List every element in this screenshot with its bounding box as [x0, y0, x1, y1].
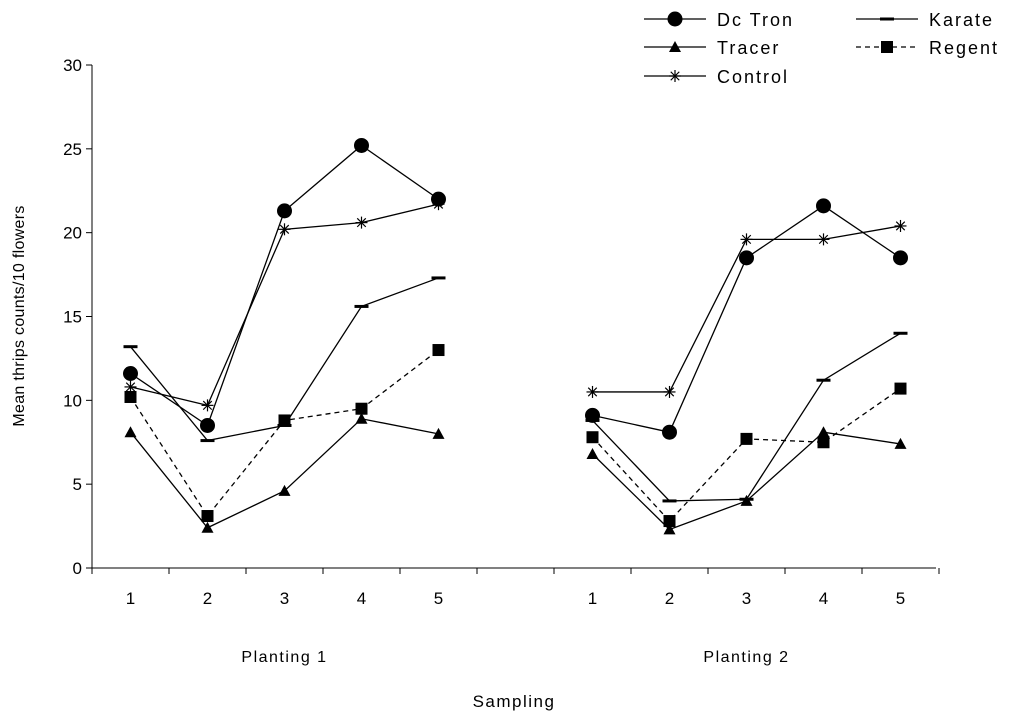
y-tick-label: 5 [73, 475, 82, 494]
data-point [201, 510, 214, 523]
legend-marker [881, 41, 893, 53]
data-point [432, 427, 445, 439]
data-point [740, 233, 753, 246]
group-label: Planting 2 [703, 649, 789, 666]
data-point [663, 385, 676, 398]
data-point [586, 385, 599, 398]
series-line [592, 431, 901, 531]
data-point [893, 250, 908, 266]
data-point [124, 380, 137, 393]
series-karate [123, 276, 908, 503]
x-tick-label: 3 [742, 589, 751, 608]
series-dc-tron [123, 137, 908, 440]
series-line [129, 418, 439, 529]
data-point [817, 233, 830, 246]
x-tick-label: 1 [588, 589, 597, 608]
series-control [124, 198, 907, 412]
data-point [432, 344, 445, 357]
legend-marker [669, 70, 681, 82]
data-point [586, 431, 599, 444]
x-tick-label: 3 [280, 589, 289, 608]
star-stroke [125, 382, 136, 392]
star-stroke [741, 234, 752, 245]
axes: 0 5 10 15 20 25 30 1 2 3 4 5 Planting 1 1 2 3 4 5 Planting… [63, 56, 940, 666]
data-point [123, 366, 138, 382]
series-line [130, 144, 439, 427]
data-point [200, 417, 215, 433]
y-tick-label: 15 [63, 308, 82, 327]
data-point [201, 521, 214, 533]
legend-label: Dc Tron [717, 10, 794, 30]
star-stroke [895, 221, 906, 231]
legend-label: Karate [929, 10, 994, 30]
series-regent [124, 344, 907, 528]
legend-marker [667, 11, 683, 27]
data-point [662, 424, 677, 440]
data-point [740, 494, 753, 506]
data-point [278, 484, 291, 496]
series-line [592, 332, 901, 502]
star-stroke [670, 71, 680, 81]
y-axis-title: Mean thrips counts/10 flowers [11, 205, 28, 426]
data-point [278, 223, 291, 236]
x-tick-label: 5 [896, 589, 905, 608]
legend-item: Dc Tron [644, 10, 794, 30]
data-point [124, 390, 137, 403]
data-point [201, 399, 214, 412]
data-point [354, 137, 369, 153]
star-stroke [433, 199, 444, 209]
y-tick-label: 20 [63, 224, 82, 243]
data-point [740, 432, 753, 445]
series-layer [123, 137, 908, 535]
data-point [277, 203, 292, 219]
data-point [586, 447, 599, 459]
star-stroke [202, 400, 213, 411]
data-point [739, 250, 754, 266]
legend: Dc Tron Karate Tracer Regent Control [644, 10, 999, 87]
x-tick-label: 4 [819, 589, 828, 608]
data-point [816, 198, 831, 214]
data-point [894, 382, 907, 395]
legend-item: Tracer [644, 38, 780, 58]
x-tick-label: 4 [357, 589, 366, 608]
data-point [894, 437, 907, 449]
group-label: Planting 1 [241, 649, 327, 666]
data-point [355, 402, 368, 415]
y-tick-label: 30 [63, 56, 82, 75]
data-point [278, 414, 291, 427]
star-stroke [818, 234, 829, 245]
star-stroke [587, 387, 598, 397]
x-tick-label: 2 [203, 589, 212, 608]
data-point [124, 426, 137, 438]
data-point [432, 198, 445, 211]
data-point [817, 436, 830, 449]
y-tick-label: 10 [63, 391, 82, 410]
data-point [817, 426, 830, 438]
data-point [663, 515, 676, 528]
star-stroke [279, 224, 290, 234]
star-stroke [356, 217, 367, 228]
x-tick-label: 1 [126, 589, 135, 608]
legend-item: Control [644, 67, 789, 87]
data-point [355, 216, 368, 229]
y-tick-label: 0 [73, 559, 82, 578]
legend-item: Regent [856, 38, 999, 58]
series-tracer [124, 412, 907, 535]
legend-label: Control [717, 67, 789, 87]
data-point [355, 412, 368, 424]
data-point [894, 219, 907, 232]
legend-label: Regent [929, 38, 999, 58]
star-stroke [664, 387, 675, 397]
x-axis-title: Sampling [473, 692, 556, 711]
y-tick-label: 25 [63, 140, 82, 159]
x-tick-label: 2 [665, 589, 674, 608]
legend-label: Tracer [717, 38, 780, 58]
x-tick-label: 5 [434, 589, 443, 608]
data-point [663, 523, 676, 535]
legend-item: Karate [856, 10, 994, 30]
legend-marker [669, 41, 681, 52]
